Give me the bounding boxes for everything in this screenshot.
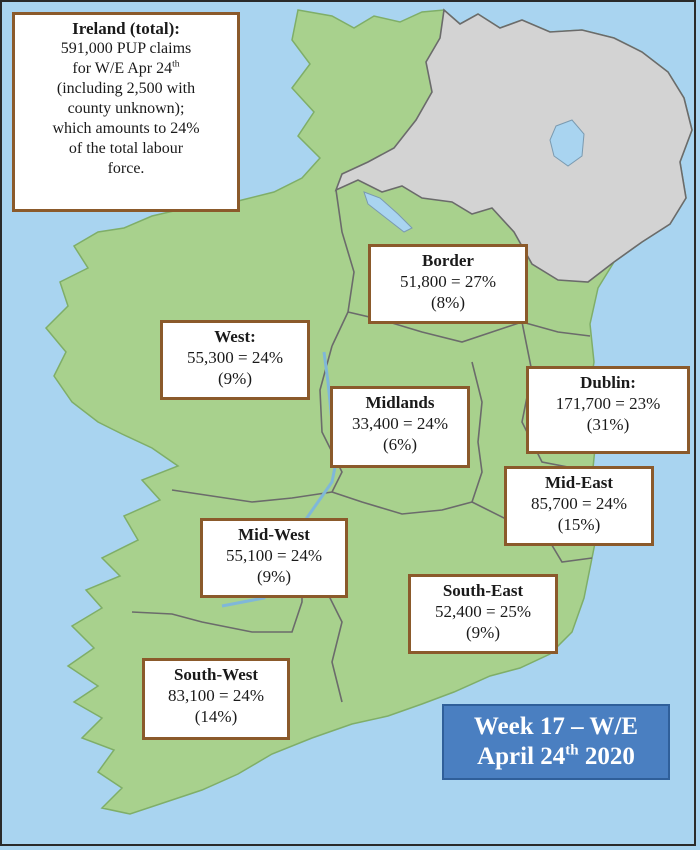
summary-line-claims: 591,000 PUP claims — [60, 40, 192, 57]
region-value: 51,800 = 27% — [400, 272, 496, 291]
region-name: Dublin: — [580, 373, 636, 392]
region-name: South-West — [173, 665, 259, 684]
boundary-west-midlands — [319, 345, 343, 493]
lough-erne — [363, 191, 413, 233]
summary-line-labour: of the total labour — [68, 140, 184, 157]
boundary-midlands-mideast — [471, 361, 483, 503]
northern-ireland-area — [334, 8, 693, 283]
region-name: Mid-West — [238, 525, 310, 544]
summary-line-week: for W/E Apr 24th — [72, 58, 180, 77]
region-share: (9%) — [257, 567, 291, 586]
region-label-mid-east: Mid-East 85,700 = 24% (15%) — [504, 466, 654, 546]
ireland-total-summary: Ireland (total): 591,000 PUP claims for … — [12, 12, 240, 212]
region-value: 52,400 = 25% — [435, 602, 531, 621]
summary-line-force: force. — [107, 160, 145, 177]
summary-line-amounts: which amounts to 24% — [52, 120, 200, 137]
region-value: 85,700 = 24% — [531, 494, 627, 513]
region-share: (6%) — [383, 435, 417, 454]
week-line-2: April 24th 2020 — [477, 742, 635, 770]
region-value: 55,300 = 24% — [187, 348, 283, 367]
region-label-south-east: South-East 52,400 = 25% (9%) — [408, 574, 558, 654]
region-label-border: Border 51,800 = 27% (8%) — [368, 244, 528, 324]
region-label-dublin: Dublin: 171,700 = 23% (31%) — [526, 366, 690, 454]
week-line-1: Week 17 – W/E — [473, 713, 639, 740]
region-share: (9%) — [218, 369, 252, 388]
boundary-dublin-mideast — [521, 321, 595, 473]
region-name: West: — [214, 327, 256, 346]
region-name: Midlands — [365, 393, 435, 412]
lough-neagh — [549, 119, 585, 167]
region-share: (8%) — [431, 293, 465, 312]
week-badge: Week 17 – W/E April 24th 2020 — [442, 704, 670, 780]
boundary-west-border — [331, 189, 355, 347]
region-value: 55,100 = 24% — [226, 546, 322, 565]
region-value: 171,700 = 23% — [555, 394, 661, 413]
summary-line-unknown: (including 2,500 with — [56, 80, 196, 97]
region-label-south-west: South-West 83,100 = 24% (14%) — [142, 658, 290, 740]
region-name: South-East — [442, 581, 524, 600]
region-value: 33,400 = 24% — [352, 414, 448, 433]
boundary-midlands-southeast — [331, 491, 473, 515]
region-label-west: West: 55,300 = 24% (9%) — [160, 320, 310, 400]
summary-title: Ireland (total): — [72, 19, 180, 38]
region-share: (9%) — [466, 623, 500, 642]
region-share: (15%) — [557, 515, 601, 534]
region-label-midlands: Midlands 33,400 = 24% (6%) — [330, 386, 470, 468]
region-share: (31%) — [586, 415, 630, 434]
region-name: Border — [422, 251, 474, 270]
region-share: (14%) — [194, 707, 238, 726]
boundary-midwest-southwest — [131, 542, 303, 633]
region-value: 83,100 = 24% — [168, 686, 264, 705]
summary-line-county: county unknown); — [67, 100, 185, 117]
region-name: Mid-East — [545, 473, 613, 492]
boundary-border-dublin — [521, 321, 591, 337]
boundary-west-midwest — [171, 489, 333, 503]
region-label-mid-west: Mid-West 55,100 = 24% (9%) — [200, 518, 348, 598]
